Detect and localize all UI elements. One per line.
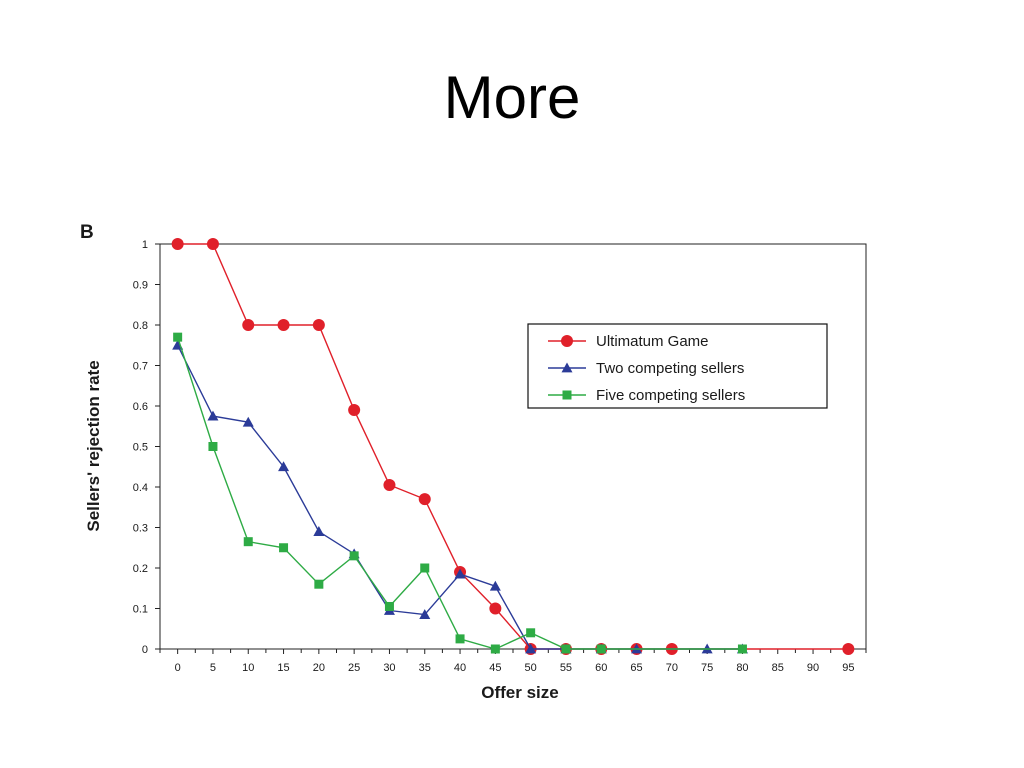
x-tick-label: 95 [842,662,854,674]
x-tick-label: 20 [313,662,325,674]
legend-label: Five competing sellers [596,387,745,404]
x-axis-title: Offer size [481,683,558,702]
x-tick-label: 85 [772,662,784,674]
x-tick-label: 70 [666,662,678,674]
data-point [278,461,290,472]
data-point [349,551,359,561]
x-tick-label: 55 [560,662,572,674]
series-line [177,243,849,650]
x-tick-label: 60 [595,662,607,674]
data-point [173,332,183,342]
data-point [171,238,184,250]
legend-box [527,323,828,409]
data-point [842,643,855,655]
data-point [314,579,324,589]
series-layer [171,238,855,655]
x-tick-label: 35 [419,662,431,674]
data-point [489,580,501,591]
y-tick-label: 0 [142,644,148,656]
data-point [490,644,500,654]
x-tick-label: 45 [489,662,501,674]
data-point [208,442,218,451]
x-tick-label: 90 [807,662,819,674]
data-point [737,644,747,654]
data-point [525,643,537,654]
x-tick-label: 15 [277,662,289,674]
data-point [455,634,465,644]
axes: 0 5 10 15 20 25 30 35 40 45 50 55 60 65 70 75 80 85 90 95 0 0… [133,239,867,674]
data-point [561,335,573,347]
y-tick-label: 0.7 [133,361,148,373]
x-tick-label: 40 [454,662,466,674]
legend-label: Two competing sellers [596,360,744,377]
x-tick-label: 50 [525,662,537,674]
legend-entry: Two competing sellers [548,360,744,377]
data-point [242,319,255,331]
data-point [277,319,290,331]
data-point [383,478,396,491]
data-point [596,644,606,654]
y-axis-title: Sellers' rejection rate [84,360,103,531]
legend-entry: Five competing sellers [548,387,745,404]
data-point [312,319,325,331]
data-point [207,410,219,421]
legend-entry: Ultimatum Game [548,333,709,350]
x-tick-label: 25 [348,662,360,674]
x-tick-label: 30 [383,662,395,674]
y-tick-label: 0.1 [133,604,148,616]
x-tick-label: 5 [210,662,216,674]
y-tick-label: 0.6 [133,401,148,413]
data-point [562,390,572,400]
series-line [176,336,743,650]
legend: Ultimatum Game Two competing sellers Five … [527,323,828,409]
y-tick-label: 0.3 [133,523,148,535]
data-point [242,416,254,427]
data-point [279,543,289,553]
data-point [348,404,361,417]
y-tick-label: 1 [142,239,148,251]
data-point [561,362,573,373]
legend-label: Ultimatum Game [596,333,709,350]
data-point [206,238,219,250]
data-point [561,644,571,654]
x-tick-label: 80 [736,662,748,674]
slide-title: More [443,64,581,131]
plot-area-frame [159,243,867,650]
x-tick-label: 10 [242,662,254,674]
x-tick-label: 0 [175,662,181,674]
x-tick-label: 75 [701,662,713,674]
data-point [526,628,536,638]
y-tick-label: 0.2 [133,563,148,575]
y-tick-label: 0.9 [133,280,148,292]
data-point [454,568,466,579]
data-point [384,601,394,611]
y-tick-label: 0.5 [133,442,148,454]
x-tick-label: 65 [630,662,642,674]
data-point [420,563,430,573]
y-tick-label: 0.8 [133,320,148,332]
data-point [418,493,431,506]
data-point [489,602,502,615]
data-point [313,526,325,536]
series-five-competing-sellers [173,332,747,654]
y-tick-label: 0.4 [133,482,148,494]
panel-label: B [80,222,94,243]
data-point [419,609,431,619]
series-ultimatum-game [171,238,855,655]
data-point [243,537,253,547]
